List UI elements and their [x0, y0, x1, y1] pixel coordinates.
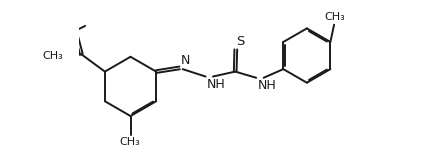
- Text: CH₃: CH₃: [324, 12, 345, 22]
- Text: NH: NH: [257, 79, 276, 92]
- Text: CH₃: CH₃: [42, 51, 63, 61]
- Text: S: S: [237, 34, 245, 48]
- Text: CH₃: CH₃: [120, 137, 140, 147]
- Text: N: N: [181, 54, 190, 67]
- Text: NH: NH: [207, 78, 226, 91]
